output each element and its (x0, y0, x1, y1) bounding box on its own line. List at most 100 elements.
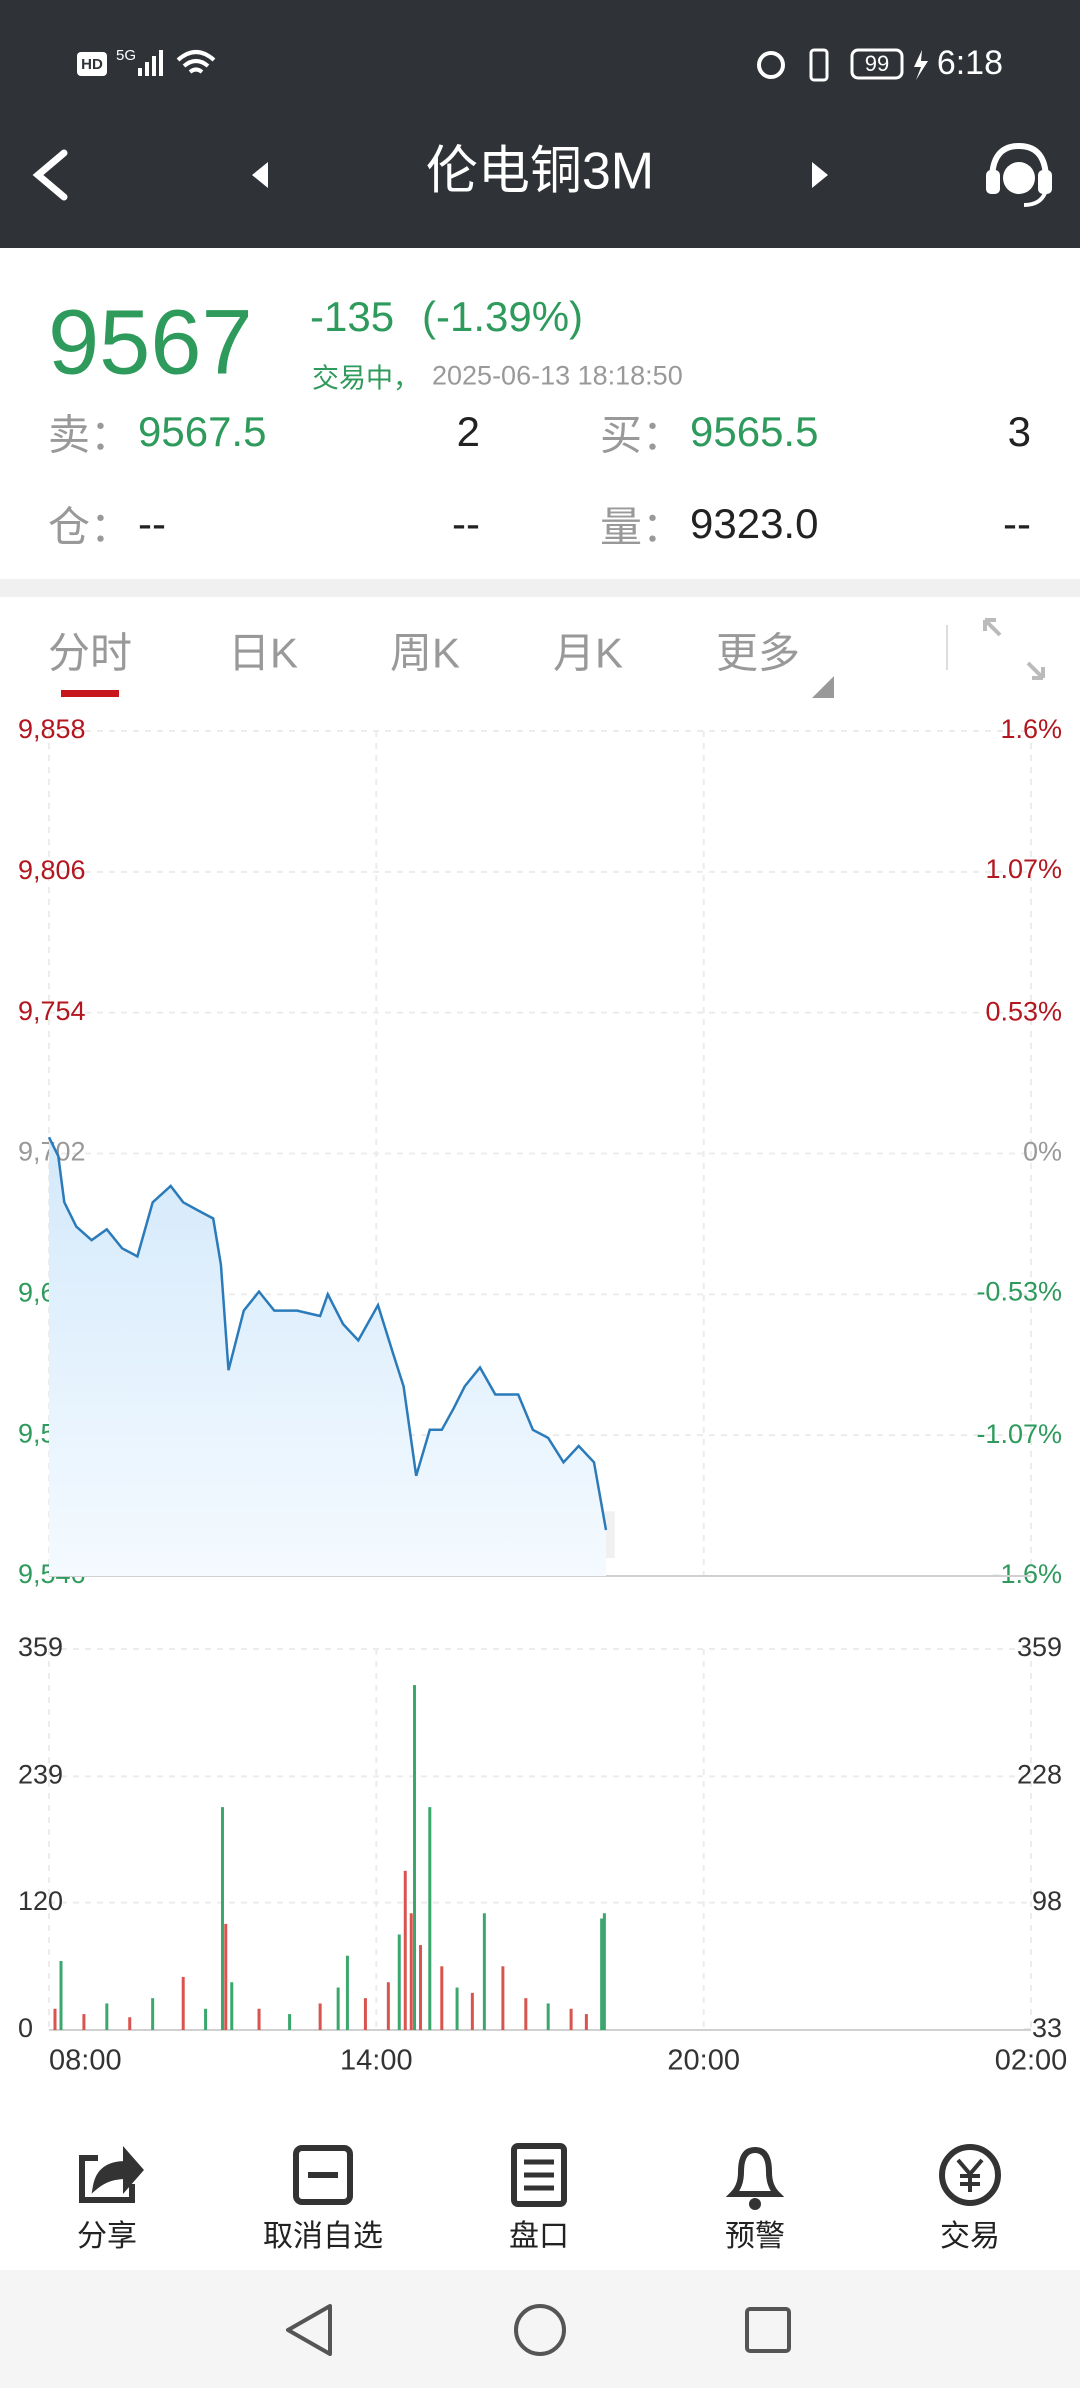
nav-back[interactable] (286, 2304, 332, 2356)
volume-bar (482, 1913, 486, 2030)
prev-button[interactable] (252, 162, 268, 188)
bid-price: 9565.5 (690, 408, 819, 455)
service-button[interactable] (986, 142, 1052, 207)
volume-bar (397, 1934, 401, 2030)
trade-label[interactable]: 交易 (940, 2220, 1000, 2253)
top-bar: HD 5G 99 6:18 伦电铜3M (0, 0, 1080, 248)
trade-status: 交易中， (312, 363, 420, 394)
unwatch-label[interactable]: 取消自选 (263, 2220, 383, 2253)
y2-tick-label: -33 (1023, 2013, 1062, 2043)
battery-label: 99 (865, 51, 889, 76)
y-tick-label: 9,806 (18, 855, 86, 885)
toolbar-icons (79, 2143, 1001, 2210)
x-tick-label: 20:00 (667, 2045, 740, 2077)
bid-qty: 3 (1007, 408, 1031, 455)
area-fill (49, 1137, 606, 1576)
y-tick-label: 239 (18, 1759, 63, 1789)
volume-bar (602, 1913, 606, 2030)
tab-daily[interactable]: 日K (227, 629, 299, 677)
volume-bar (600, 1918, 604, 2030)
volume-bar (151, 1998, 155, 2030)
y2-tick-label: 359 (1017, 1632, 1062, 1662)
volume-bar (546, 2003, 550, 2030)
price-change: -135 (310, 293, 395, 340)
open-interest: -- (138, 500, 166, 547)
y-tick-label: 0 (18, 2013, 33, 2043)
orderbook-label[interactable]: 盘口 (509, 2220, 569, 2253)
volume-bar (224, 1923, 228, 2030)
chart: 9,8589,8069,7549,7029,6509,5989,5461.6%1… (18, 714, 1067, 2077)
top-bar-icons: HD 5G 99 6:18 伦电铜3M (32, 44, 1052, 207)
volume-bar (128, 2017, 132, 2030)
nav-home[interactable] (514, 2304, 566, 2356)
system-nav-bar (0, 2270, 1080, 2388)
wifi-icon (176, 50, 216, 74)
orderbook-icon[interactable] (511, 2143, 567, 2207)
tab-more[interactable]: 更多 (715, 629, 801, 677)
volume-bar (363, 1998, 367, 2030)
share-icon[interactable] (79, 2146, 144, 2203)
share-label[interactable]: 分享 (77, 2220, 137, 2253)
volume-bar (584, 2014, 588, 2030)
signal-icon (138, 50, 163, 76)
volume-bar (257, 2008, 261, 2030)
volume-bar (524, 1998, 528, 2030)
volume-bar (345, 1955, 349, 2030)
alarm-icon (757, 51, 785, 79)
volume-bar (569, 2008, 573, 2030)
tab-weekly[interactable]: 周K (389, 629, 461, 677)
battery-icon (850, 48, 904, 80)
volume-bar (470, 1992, 474, 2030)
last-price: 9567 (48, 291, 253, 394)
unwatch-icon[interactable] (293, 2145, 353, 2205)
open-interest-label: 仓： (48, 503, 133, 551)
volume-bar (336, 1987, 340, 2030)
y2-tick-label: 0% (1023, 1137, 1062, 1167)
y2-tick-label: -0.53% (976, 1277, 1062, 1307)
vibrate-icon (809, 48, 829, 82)
x-tick-label: 08:00 (49, 2045, 122, 2077)
y2-tick-label: 98 (1032, 1886, 1062, 1916)
bid-label: 买： (600, 411, 685, 459)
ask-qty: 2 (456, 408, 480, 455)
price-change-pct: (-1.39%) (422, 293, 584, 340)
tab-indicator (61, 690, 119, 697)
alert-icon[interactable] (725, 2146, 785, 2210)
next-button[interactable] (812, 162, 828, 188)
ask-price: 9567.5 (138, 408, 267, 455)
volume-bar (318, 2003, 322, 2030)
y-tick-label: 9,754 (18, 996, 86, 1026)
y-tick-label: 9,858 (18, 714, 86, 744)
hd-box (77, 52, 107, 76)
volume-bar (440, 1966, 444, 2030)
volume-bar (386, 1982, 390, 2030)
section-divider (0, 579, 1080, 597)
volume-bar (59, 1961, 63, 2030)
tab-monthly[interactable]: 月K (552, 629, 624, 677)
back-button[interactable] (32, 149, 68, 201)
volume-bar (82, 2014, 86, 2030)
charging-icon (914, 50, 928, 80)
volume-bar (413, 1685, 417, 2030)
y2-tick-label: -1.07% (976, 1419, 1062, 1449)
y2-tick-label: 1.07% (985, 854, 1062, 884)
y2-tick-label: 1.6% (1000, 714, 1062, 744)
timestamp: 2025-06-13 18:18:50 (432, 360, 683, 391)
y2-tick-label: 0.53% (985, 997, 1062, 1027)
volume-bar (220, 1807, 224, 2030)
open-interest-change: -- (452, 500, 480, 547)
hd-label: HD (81, 56, 103, 73)
volume-bar (105, 2003, 109, 2030)
alert-label[interactable]: 预警 (725, 2220, 785, 2253)
fullscreen-button[interactable] (983, 618, 1045, 680)
trade-icon[interactable] (939, 2144, 1001, 2206)
tab-intraday[interactable]: 分时 (47, 629, 133, 677)
y-tick-label: 120 (18, 1886, 63, 1916)
volume-bar (455, 1987, 459, 2030)
nav-recent[interactable] (745, 2307, 791, 2353)
y2-tick-label: -1.6% (991, 1559, 1062, 1589)
volume-label: 量： (600, 503, 685, 551)
volume-bar (409, 1913, 413, 2030)
volume-change: -- (1003, 500, 1031, 547)
